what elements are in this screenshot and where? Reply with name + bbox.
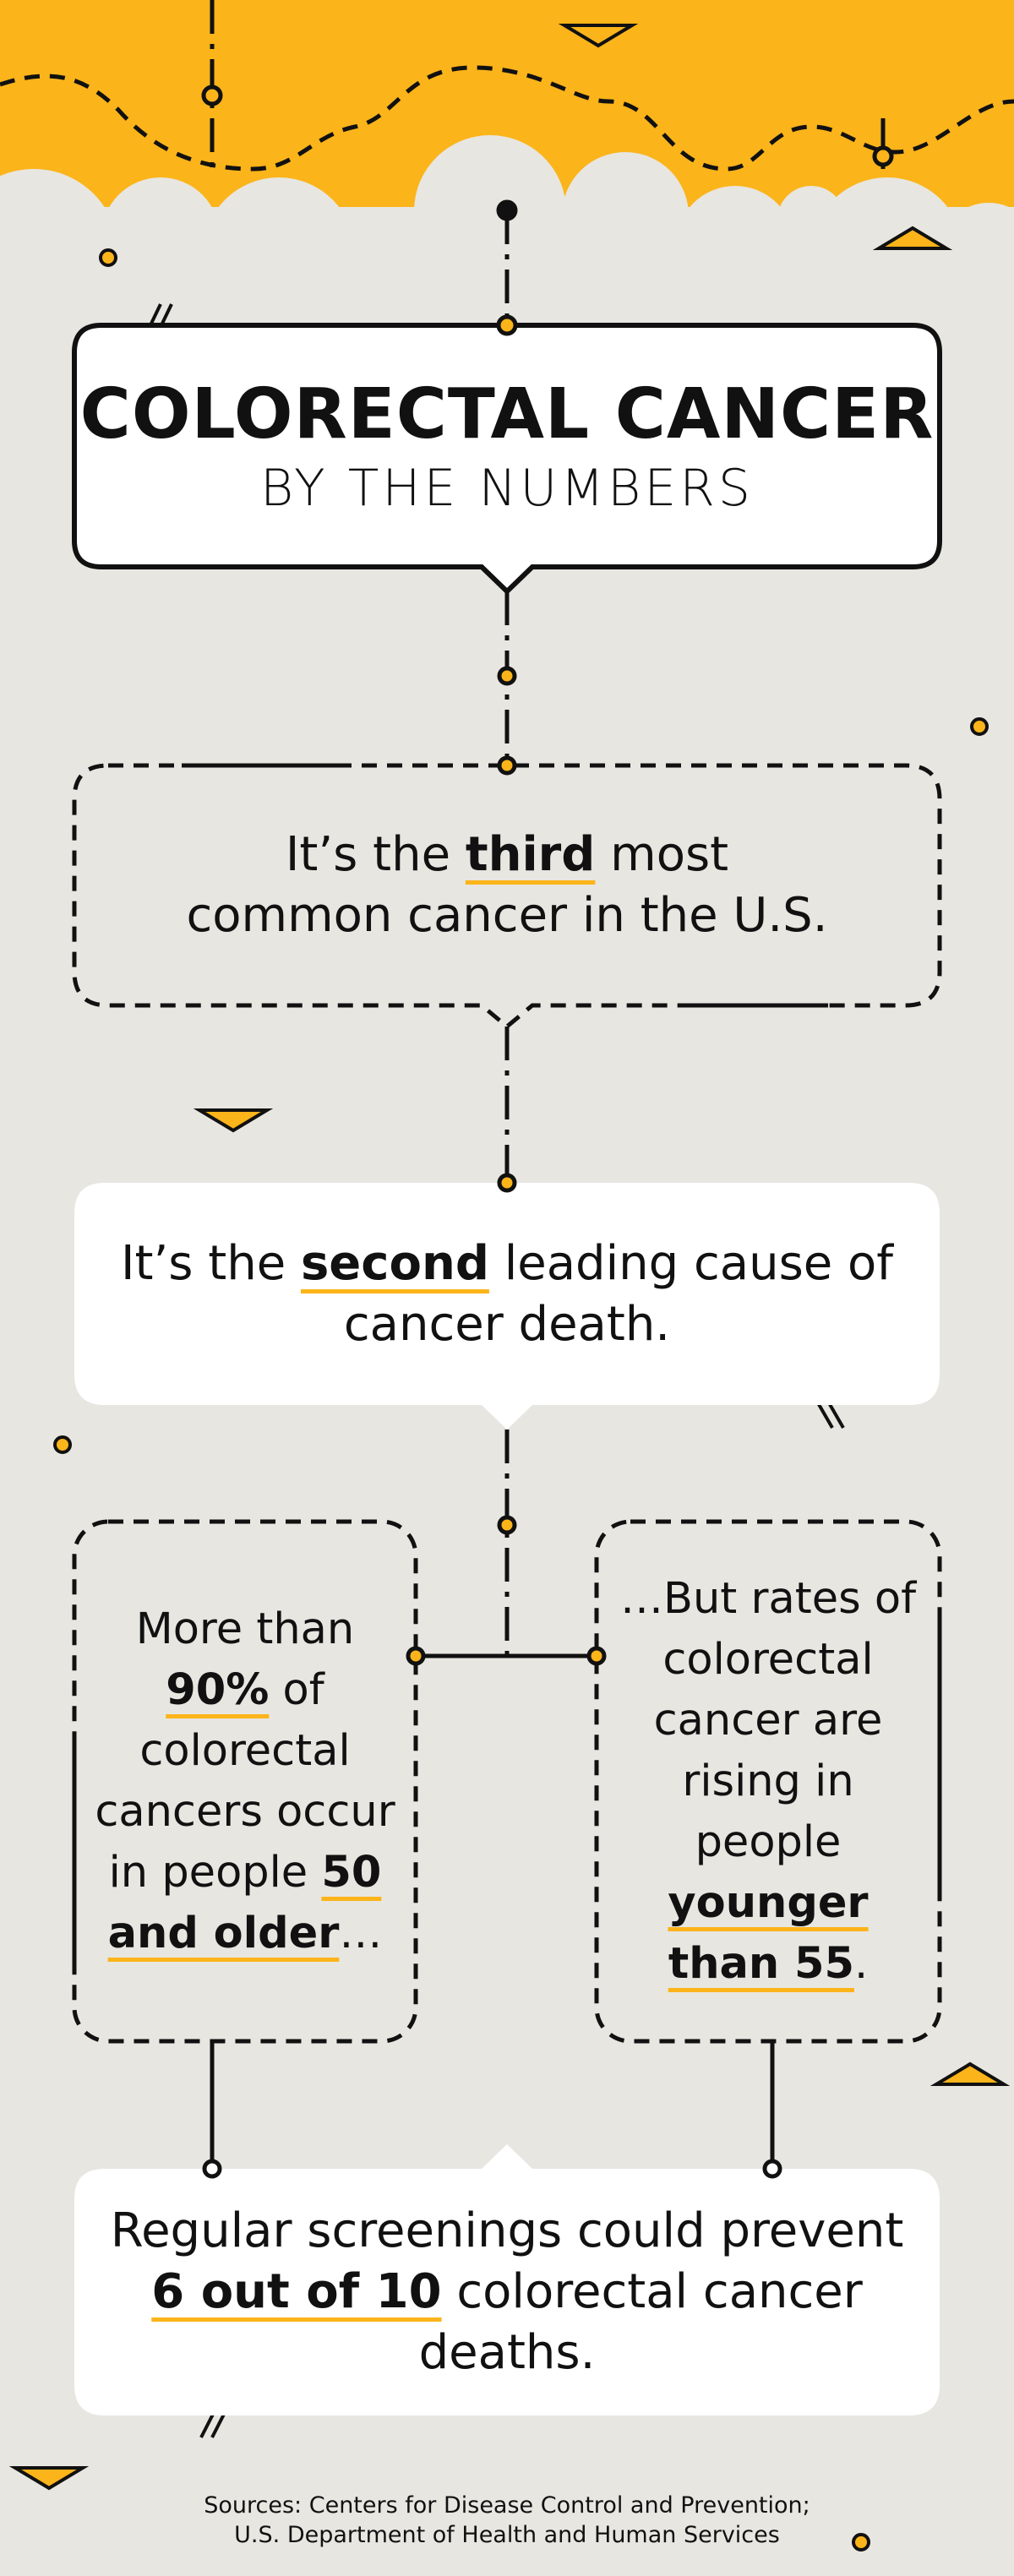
highlight-text: second bbox=[300, 1235, 489, 1291]
fact-text-part: …But rates of colorectal cancer are risi… bbox=[619, 1573, 917, 1867]
fact-paragraph: It’s the third most common cancer in the… bbox=[176, 825, 838, 946]
fact-text-part: Regular screenings could prevent bbox=[110, 2203, 904, 2258]
highlight-text: younger than 55 bbox=[668, 1877, 869, 1989]
fact-paragraph: It’s the second leading cause of cancer … bbox=[117, 1234, 897, 1355]
fact-text-part: . bbox=[853, 1938, 869, 1989]
connectors bbox=[210, 199, 775, 2169]
fact-text-part: most common cancer in the U.S. bbox=[186, 827, 828, 943]
title-box bbox=[72, 314, 942, 596]
source-line: Sources: Centers for Disease Control and… bbox=[204, 2492, 810, 2519]
fact-text: It’s the second leading cause of cancer … bbox=[74, 1183, 940, 1405]
fact-text: …But rates of colorectal cancer are risi… bbox=[597, 1522, 940, 2041]
highlight-text: 50 and older bbox=[107, 1847, 382, 1958]
fact-box-4 bbox=[586, 1519, 942, 2044]
fact-box-2 bbox=[74, 1173, 940, 1430]
fact-paragraph: …But rates of colorectal cancer are risi… bbox=[617, 1569, 919, 1995]
fact-paragraph: More than 90% of colorectal cancers occu… bbox=[95, 1599, 395, 1964]
fact-box-5 bbox=[74, 2144, 940, 2415]
subtitle: BY THE NUMBERS bbox=[259, 459, 755, 518]
fact-text-part: It’s the bbox=[285, 827, 466, 882]
decorations bbox=[8, 24, 1011, 2551]
fact-text-part: More than bbox=[135, 1604, 355, 1654]
fact-text: Regular screenings could prevent 6 out o… bbox=[74, 2169, 940, 2415]
fact-paragraph: Regular screenings could prevent 6 out o… bbox=[91, 2201, 923, 2383]
fact-text-part: colorectal cancer deaths. bbox=[418, 2264, 863, 2380]
fact-text-part: of colorectal cancers occur in people bbox=[95, 1664, 395, 1898]
fact-text-part: leading cause of cancer death. bbox=[343, 1235, 893, 1352]
title: COLORECTAL CANCER bbox=[79, 373, 935, 455]
fact-text-part: … bbox=[339, 1908, 383, 1958]
highlight-text: third bbox=[465, 827, 596, 882]
highlight-text: 6 out of 10 bbox=[151, 2264, 442, 2319]
yellow-header bbox=[0, 0, 1014, 338]
fact-box-1 bbox=[72, 755, 942, 1030]
fact-text: More than 90% of colorectal cancers occu… bbox=[74, 1522, 416, 2041]
fact-text-part: It’s the bbox=[121, 1235, 301, 1291]
fact-box-3 bbox=[72, 1519, 426, 2044]
source-line: U.S. Department of Health and Human Serv… bbox=[234, 2522, 780, 2548]
sources: Sources: Centers for Disease Control and… bbox=[0, 2488, 1014, 2552]
highlight-text: 90% bbox=[166, 1664, 270, 1715]
fact-text: It’s the third most common cancer in the… bbox=[74, 765, 940, 1005]
